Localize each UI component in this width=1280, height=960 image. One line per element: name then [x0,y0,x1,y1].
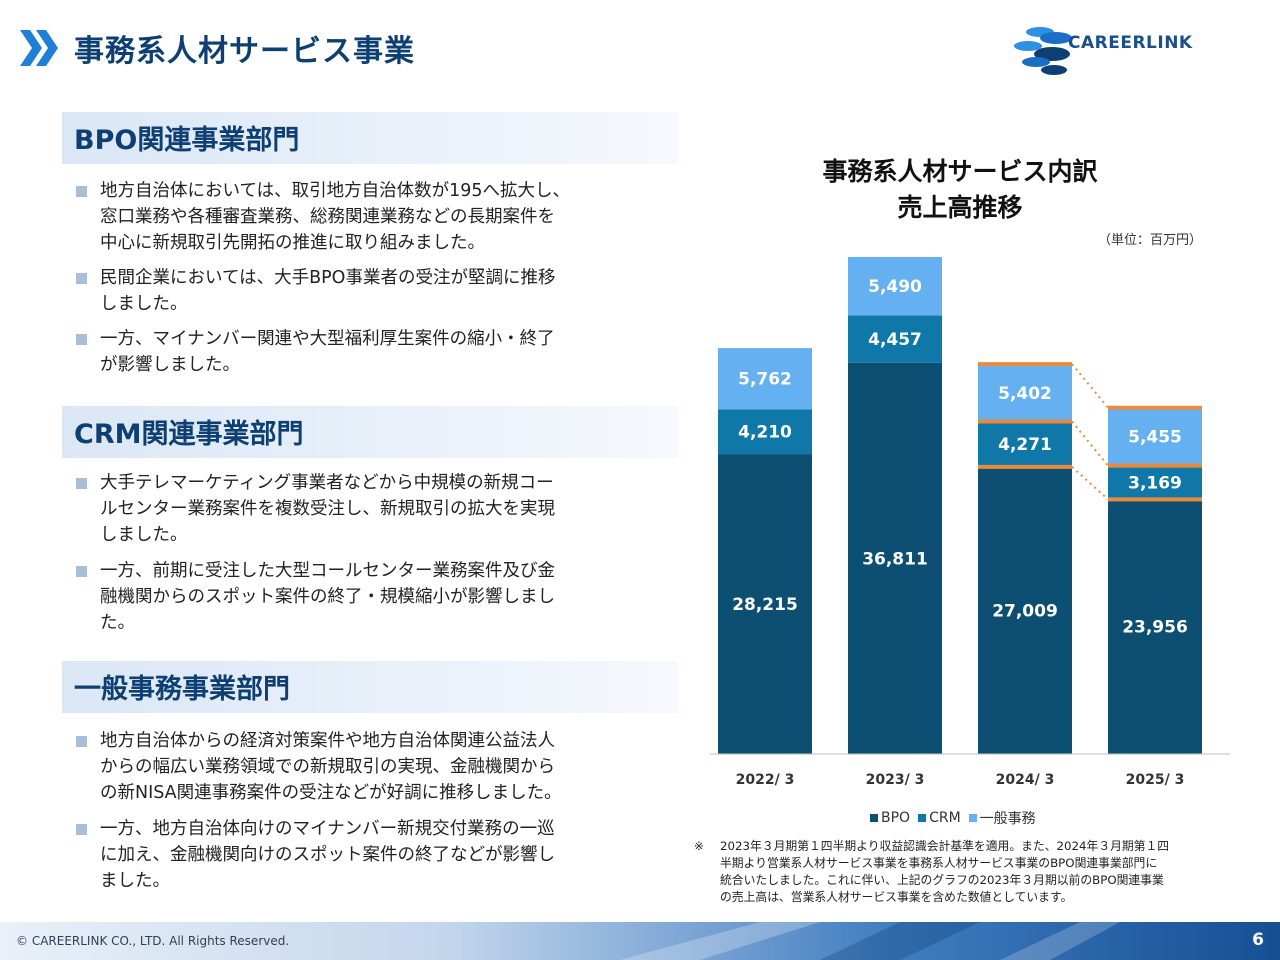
copyright-text: © CAREERLINK CO., LTD. All Rights Reserv… [16,934,290,948]
data-label: 3,169 [1128,474,1182,494]
page-number: 6 [1252,930,1264,950]
chart-title: 事務系人材サービス内訳 売上高推移 [760,154,1160,226]
bar-segment [848,257,942,316]
bullet-square-icon [76,334,87,345]
bullet-line: ルセンター業務案件を複数受注し、新規取引の拡大を実現 [100,499,555,519]
data-label: 36,811 [862,549,928,569]
bullet-line: た。 [100,613,135,633]
legend-swatch [968,814,977,822]
legend-label: BPO [881,810,911,826]
bar-segment [978,466,1072,754]
bullet-item: 地方自治体からの経済対策案件や地方自治体関連公益法人 からの幅広い業務領域での新規… [76,728,676,806]
data-label: 4,271 [998,435,1052,455]
section-heading-text: BPO関連事業部門 [74,125,300,156]
connector-line [1071,363,1109,409]
legend-label: CRM [929,810,961,826]
bullet-item: 大手テレマーケティング事業者などから中規模の新規コー ルセンター業務案件を複数受注… [76,470,676,548]
section-heading-crm: CRM関連事業部門 [62,406,678,458]
footnote-line: 半期より営業系人材サービス事業を事務系人材サービス事業のBPO関連事業部門に [720,856,1158,870]
logo-text: CAREERLINK [1068,33,1193,53]
footnote: ※ 2023年３月期第１四半期より収益認識会計基準を適用。また、2024年３月期… [694,838,1259,906]
bullet-line: が影響しました。 [100,355,240,375]
bar-segment [848,315,942,363]
bullet-line: 一方、地方自治体向けのマイナンバー新規交付業務の一巡 [100,819,555,839]
section-heading-text: 一般事務事業部門 [74,674,290,705]
chart-title-line: 事務系人材サービス内訳 [822,157,1098,186]
connector-line [1071,466,1109,501]
bullet-square-icon [76,273,87,284]
bullet-line: 融機関からのスポット案件の終了・規模縮小が影響しまし [100,587,555,607]
bullet-line: に加え、金融機関向けのスポット案件の終了などが影響し [100,845,555,865]
bullet-item: 一方、地方自治体向けのマイナンバー新規交付業務の一巡 に加え、金融機関向けのスポッ… [76,816,676,894]
bar-segment [718,348,812,410]
bar-segment [718,454,812,754]
data-label: 23,956 [1122,618,1188,638]
bullet-line: 中心に新規取引先開拓の推進に取り組みました。 [100,233,485,253]
footnote-mark: ※ [694,839,704,853]
bullet-line: からの幅広い業務領域での新規取引の実現、金融機関から [100,757,555,777]
stacked-bar-chart: 28,215 4,210 5,762 2022/ 3 36,811 4,457 5,490 2… [710,257,1230,788]
bullet-line: 大手テレマーケティング事業者などから中規模の新規コー [100,473,554,493]
chart-title-line: 売上高推移 [897,193,1023,222]
legend-item-bpo: BPO [870,808,910,828]
double-chevron-icon [20,30,58,66]
bar-segment [1108,499,1202,754]
data-label: 27,009 [992,601,1058,621]
bar-segment [978,364,1072,422]
bullet-line: 一方、マイナンバー関連や大型福利厚生案件の縮小・終了 [100,329,555,349]
footnote-line: 2023年３月期第１四半期より収益認識会計基準を適用。また、2024年３月期第１… [720,839,1170,853]
tick-label: 2024/ 3 [996,772,1055,788]
bullet-square-icon [76,736,87,747]
data-label: 5,402 [998,384,1052,404]
data-label: 4,457 [868,330,922,350]
bar-segment [978,421,1072,467]
bar-segment [1108,407,1202,466]
bullet-item: 地方自治体においては、取引地方自治体数が195へ拡大し、 窓口業務や各種審査業務、… [76,178,676,256]
footnote-line: 統合いたしました。これに伴い、上記のグラフの2023年３月期以前のBPO関連事業 [720,873,1164,887]
section-heading-text: CRM関連事業部門 [74,419,304,450]
legend-swatch [918,814,927,822]
bullet-line: 地方自治体からの経済対策案件や地方自治体関連公益法人 [100,731,555,751]
legend-item-general: 一般事務 [968,808,1036,828]
connector-line [1071,420,1109,467]
data-label: 5,455 [1128,428,1182,448]
footnote-line: の売上高は、営業系人材サービス事業を含めた数値としています。 [720,890,1073,904]
bar-segment [1108,465,1202,500]
footer-decoration [620,922,1120,960]
legend-swatch [870,814,878,822]
bullet-square-icon [76,824,87,835]
section-heading-bpo: BPO関連事業部門 [62,112,678,164]
section-heading-general: 一般事務事業部門 [62,661,678,713]
data-label: 28,215 [732,595,798,615]
footer-bar: © CAREERLINK CO., LTD. All Rights Reserv… [0,922,1280,960]
legend-label: 一般事務 [979,811,1036,827]
bullet-line: しました。 [100,525,188,545]
bullet-square-icon [76,566,87,577]
legend-item-crm: CRM [918,808,961,828]
bullet-item: 民間企業においては、大手BPO事業者の受注が堅調に推移 しました。 [76,265,676,317]
data-label: 5,490 [868,277,922,297]
careerlink-logo: CAREERLINK [1014,27,1193,75]
bullet-line: しました。 [100,294,188,314]
tick-label: 2025/ 3 [1126,772,1185,788]
bar-segment [848,362,942,754]
data-label: 5,762 [738,370,792,390]
bullet-line: 地方自治体においては、取引地方自治体数が195へ拡大し、 [100,181,571,201]
page-title: 事務系人材サービス事業 [74,34,415,69]
unit-label: （単位：百万円） [1098,233,1203,248]
tick-label: 2022/ 3 [736,772,795,788]
bullet-line: 民間企業においては、大手BPO事業者の受注が堅調に推移 [100,268,556,288]
bullet-line: の新NISA関連事務案件の受注などが好調に推移しました。 [100,783,562,803]
bullet-line: 窓口業務や各種審査業務、総務関連業務などの長期案件を [100,207,555,227]
bullet-square-icon [76,478,87,489]
bar-segment [718,409,812,455]
bullet-item: 一方、マイナンバー関連や大型福利厚生案件の縮小・終了 が影響しました。 [76,326,676,378]
bullet-square-icon [76,186,87,197]
tick-label: 2023/ 3 [866,772,925,788]
chart-legend: BPO CRM 一般事務 [870,808,1036,828]
bullet-line: ました。 [100,871,170,891]
bullet-item: 一方、前期に受注した大型コールセンター業務案件及び金 融機関からのスポット案件の終… [76,558,676,636]
data-label: 4,210 [738,423,792,443]
bullet-line: 一方、前期に受注した大型コールセンター業務案件及び金 [100,561,555,581]
